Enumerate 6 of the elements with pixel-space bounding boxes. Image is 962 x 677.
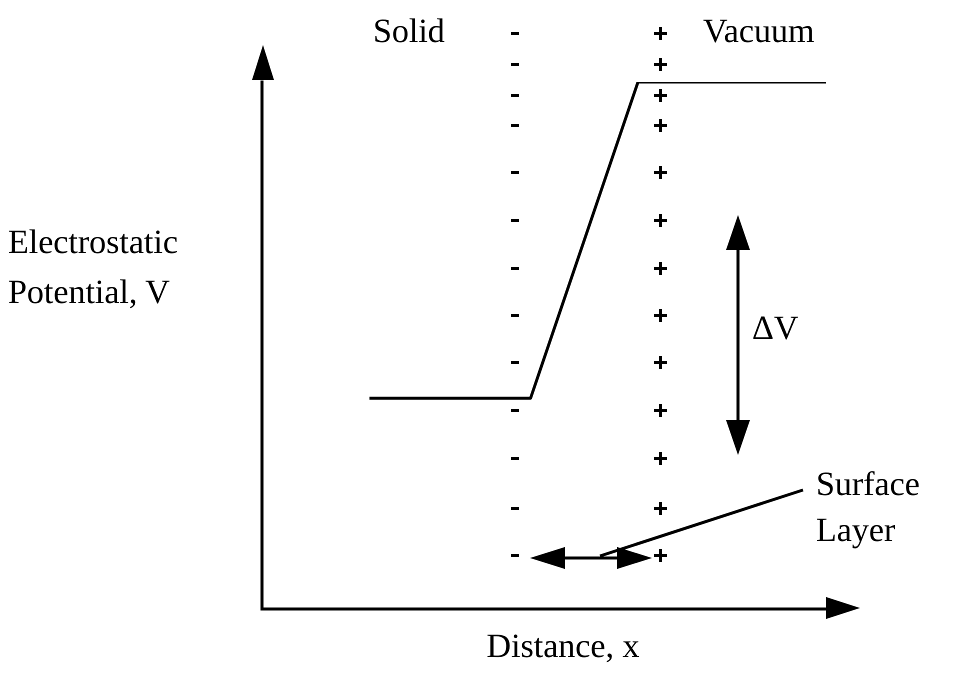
x-axis-title: Distance, x xyxy=(486,628,640,666)
annotation: ΔV xyxy=(752,309,800,349)
text: Solid xyxy=(373,12,445,52)
annotation: Surface Layer xyxy=(816,465,921,551)
y-axis-title: Electrostatic Potential, V xyxy=(8,223,179,313)
text: Vacuum xyxy=(703,12,814,52)
